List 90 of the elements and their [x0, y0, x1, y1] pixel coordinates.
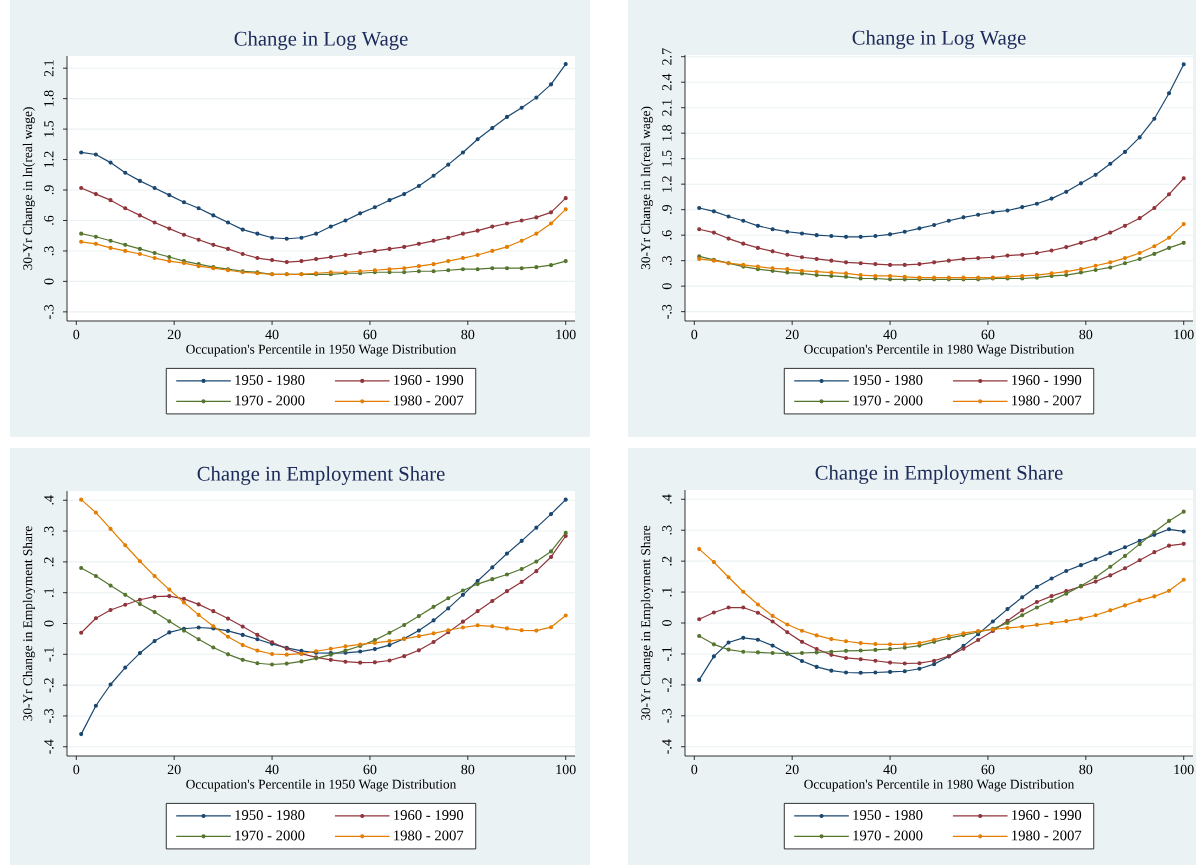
legend-label: 1970 - 2000	[235, 395, 305, 406]
legend-label: 1960 - 1990	[1012, 375, 1082, 385]
legend-label: 1970 - 2000	[853, 830, 923, 841]
x-tick-label: 80	[1079, 764, 1093, 775]
y-axis-title: 30-Yr Change in Employment Share	[640, 525, 654, 721]
y-tick-label: -.2	[662, 678, 672, 692]
x-tick-label: 0	[73, 329, 80, 340]
y-tick-label: .2	[44, 557, 54, 567]
y-tick-label: 1.2	[662, 176, 672, 192]
x-tick-label: 60	[981, 329, 995, 340]
x-axis-title: Occupation's Percentile in 1950 Wage Distribution	[186, 779, 457, 792]
y-tick-label: .4	[44, 495, 54, 505]
chart-title: Change in Employment Share	[197, 466, 445, 485]
y-tick-label: .2	[662, 556, 672, 566]
y-tick-label: 0	[44, 620, 54, 627]
y-tick-label: .3	[44, 246, 54, 256]
legend-label: 1970 - 2000	[235, 830, 305, 841]
x-tick-label: 40	[265, 329, 279, 340]
y-tick-label: 2.1	[44, 60, 54, 77]
y-tick-label: -.3	[44, 708, 54, 723]
y-tick-label: .3	[662, 255, 672, 265]
legend-label: 1980 - 2007	[1012, 395, 1082, 406]
y-tick-label: -.4	[44, 739, 54, 754]
x-tick-label: 80	[1079, 329, 1093, 340]
x-tick-label: 40	[883, 764, 897, 775]
legend-label: 1980 - 2007	[394, 830, 464, 841]
x-tick-label: 0	[691, 764, 698, 775]
y-tick-label: -.1	[662, 647, 672, 661]
y-tick-label: .3	[662, 525, 672, 535]
y-tick-label: -.4	[662, 739, 672, 754]
x-tick-label: 100	[1174, 764, 1194, 775]
y-tick-label: .6	[662, 230, 672, 240]
y-tick-label: .6	[44, 215, 54, 225]
x-tick-label: 60	[363, 329, 377, 340]
x-tick-label: 20	[785, 764, 799, 775]
x-axis-title: Occupation's Percentile in 1980 Wage Distribution	[804, 344, 1075, 357]
y-axis-title: 30-Yr Change in ln(real wage)	[640, 106, 653, 270]
x-axis-title: Occupation's Percentile in 1980 Wage Distribution	[804, 779, 1075, 792]
y-axis-title: 30-Yr Change in ln(real wage)	[22, 107, 35, 270]
y-tick-label: .1	[44, 588, 54, 598]
y-tick-label: 1.8	[44, 90, 54, 107]
chart-title: Change in Employment Share	[815, 465, 1063, 484]
x-tick-label: 40	[883, 329, 897, 340]
y-tick-label: 0	[44, 278, 54, 285]
y-tick-label: .4	[662, 494, 672, 504]
legend-label: 1960 - 1990	[1012, 810, 1082, 820]
x-tick-label: 20	[785, 329, 799, 340]
x-tick-label: 40	[265, 764, 279, 775]
x-tick-label: 60	[981, 764, 995, 775]
y-tick-label: -.3	[44, 304, 54, 319]
legend-label: 1950 - 1980	[235, 375, 305, 385]
y-tick-label: 0	[662, 283, 672, 290]
y-tick-label: -.3	[662, 708, 672, 723]
y-tick-label: .9	[662, 205, 672, 214]
legend-label: 1950 - 1980	[853, 375, 923, 385]
y-tick-label: 1.2	[44, 151, 54, 168]
y-axis-title: 30-Yr Change in Employment Share	[22, 526, 36, 721]
x-tick-label: 60	[363, 764, 377, 775]
y-tick-label: 1.5	[662, 150, 672, 167]
y-tick-label: -.1	[44, 647, 54, 662]
x-axis-title: Occupation's Percentile in 1950 Wage Distribution	[186, 344, 457, 357]
legend-label: 1960 - 1990	[394, 810, 464, 820]
x-tick-label: 80	[461, 329, 475, 340]
y-tick-label: 2.1	[662, 99, 672, 116]
x-tick-label: 80	[461, 764, 475, 775]
y-tick-label: .9	[44, 185, 54, 195]
x-tick-label: 0	[691, 329, 698, 340]
y-tick-label: .3	[44, 526, 54, 536]
chart-title: Change in Log Wage	[852, 30, 1026, 49]
x-tick-label: 20	[167, 764, 181, 775]
chart-title: Change in Log Wage	[234, 31, 408, 50]
y-tick-label: 2.7	[662, 48, 672, 65]
y-tick-label: 1.8	[662, 124, 672, 141]
y-tick-label: 2.4	[662, 73, 672, 91]
legend-label: 1980 - 2007	[394, 395, 464, 406]
y-tick-label: 1.5	[44, 120, 54, 137]
legend-label: 1950 - 1980	[853, 810, 923, 820]
y-tick-label: 0	[662, 620, 672, 626]
legend-label: 1950 - 1980	[235, 810, 305, 820]
legend-label: 1980 - 2007	[1012, 830, 1082, 841]
x-tick-label: 100	[1174, 329, 1194, 340]
legend-label: 1960 - 1990	[394, 375, 464, 385]
y-tick-label: -.2	[44, 678, 54, 693]
legend-label: 1970 - 2000	[853, 395, 923, 406]
x-tick-label: 0	[73, 764, 80, 775]
y-tick-label: -.3	[662, 304, 672, 319]
y-tick-label: .1	[662, 587, 672, 597]
x-tick-label: 100	[556, 764, 576, 775]
x-tick-label: 20	[167, 329, 181, 340]
x-tick-label: 100	[556, 329, 576, 340]
